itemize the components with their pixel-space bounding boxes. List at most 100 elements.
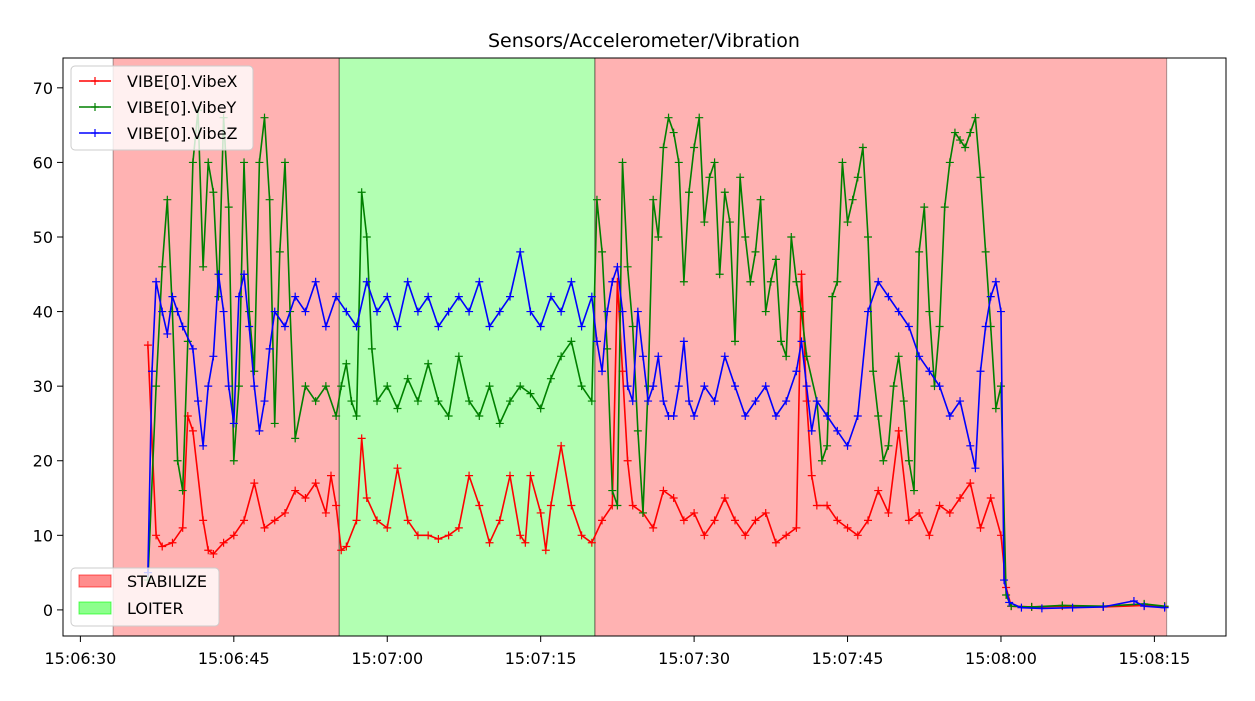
- data-point: [147, 367, 156, 376]
- legend-label: VIBE[0].VibeX: [127, 72, 238, 91]
- legend-marker: [91, 77, 99, 85]
- data-point: [362, 232, 371, 241]
- data-point: [168, 538, 177, 547]
- data-point: [966, 128, 975, 137]
- data-point: [321, 322, 330, 331]
- data-point: [495, 307, 504, 316]
- mode-legend-label: STABILIZE: [127, 572, 207, 591]
- x-tick-label: 15:07:15: [505, 649, 577, 668]
- data-point: [684, 188, 693, 197]
- data-point: [751, 247, 760, 256]
- data-point: [592, 195, 601, 204]
- data-point: [424, 292, 433, 301]
- data-point: [204, 382, 213, 391]
- data-point: [613, 262, 622, 271]
- data-point: [557, 441, 566, 450]
- data-point: [229, 419, 238, 428]
- data-point: [690, 508, 699, 517]
- data-point: [199, 262, 208, 271]
- data-point: [976, 367, 985, 376]
- data-point: [219, 307, 228, 316]
- legend-item-3: VIBE[0].VibeZ: [79, 124, 238, 143]
- data-point: [935, 501, 944, 510]
- data-point: [956, 136, 965, 145]
- x-axis: 15:06:30 15:06:45 15:07:00 15:07:15 15:07:30…: [44, 636, 1190, 668]
- data-point: [623, 382, 632, 391]
- mode-legend: STABILIZE LOITER: [70, 567, 220, 627]
- data-point: [884, 508, 893, 517]
- data-point: [393, 464, 402, 473]
- data-point: [925, 531, 934, 540]
- series-line-3: [147, 251, 1165, 610]
- data-point: [199, 516, 208, 525]
- data-point: [332, 292, 341, 301]
- data-point: [485, 538, 494, 547]
- data-point: [229, 456, 238, 465]
- data-point: [178, 322, 187, 331]
- data-point: [536, 508, 545, 517]
- data-point: [424, 359, 433, 368]
- data-point: [925, 307, 934, 316]
- data-point: [526, 307, 535, 316]
- data-point: [301, 307, 310, 316]
- data-point: [741, 411, 750, 420]
- data-point: [373, 516, 382, 525]
- mode-band-stabilize-2: [594, 57, 1168, 637]
- data-point: [434, 397, 443, 406]
- data-point: [700, 382, 709, 391]
- data-point: [587, 292, 596, 301]
- data-point: [598, 247, 607, 256]
- legend-marker: [91, 129, 99, 137]
- data-point: [557, 352, 566, 361]
- data-point: [383, 523, 392, 532]
- series-group: [143, 106, 1169, 613]
- data-point: [869, 367, 878, 376]
- data-point: [270, 307, 279, 316]
- data-point: [224, 382, 233, 391]
- data-point: [454, 523, 463, 532]
- data-point: [321, 382, 330, 391]
- data-point: [618, 307, 627, 316]
- data-point: [736, 173, 745, 182]
- data-point: [986, 292, 995, 301]
- data-point: [465, 471, 474, 480]
- data-point: [679, 337, 688, 346]
- data-point: [771, 255, 780, 264]
- data-point: [301, 494, 310, 503]
- data-point: [633, 426, 642, 435]
- data-point: [669, 494, 678, 503]
- data-point: [787, 232, 796, 241]
- data-point: [904, 456, 913, 465]
- y-axis: 0 10 20 30 40 50 60 70: [33, 79, 63, 620]
- data-point: [403, 374, 412, 383]
- data-point: [751, 516, 760, 525]
- data-point: [188, 158, 197, 167]
- data-point: [823, 411, 832, 420]
- data-point: [1017, 603, 1026, 612]
- data-point: [280, 322, 289, 331]
- data-point: [853, 173, 862, 182]
- data-point: [664, 113, 673, 122]
- data-point: [874, 486, 883, 495]
- data-point: [587, 538, 596, 547]
- data-point: [843, 523, 852, 532]
- data-point: [270, 516, 279, 525]
- data-point: [833, 426, 842, 435]
- data-point: [761, 307, 770, 316]
- data-point: [454, 292, 463, 301]
- data-point: [925, 367, 934, 376]
- y-tick-label: 10: [33, 526, 53, 545]
- data-point: [669, 128, 678, 137]
- data-point: [853, 531, 862, 540]
- data-point: [240, 158, 249, 167]
- data-point: [250, 367, 259, 376]
- data-point: [234, 382, 243, 391]
- legend-item-2: VIBE[0].VibeY: [79, 98, 237, 117]
- mode-legend-item-1: STABILIZE: [78, 572, 207, 591]
- data-point: [638, 352, 647, 361]
- data-point: [373, 397, 382, 406]
- data-point: [720, 352, 729, 361]
- data-point: [291, 486, 300, 495]
- series-2: [143, 106, 1169, 611]
- data-point: [250, 479, 259, 488]
